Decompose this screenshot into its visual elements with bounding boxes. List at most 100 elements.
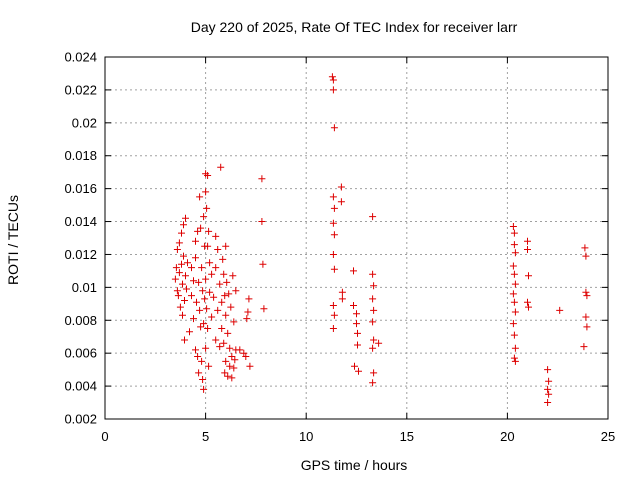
data-point bbox=[199, 376, 207, 383]
data-point bbox=[370, 336, 378, 344]
data-point bbox=[369, 213, 377, 221]
data-point bbox=[202, 344, 210, 352]
data-point bbox=[212, 336, 220, 344]
data-point bbox=[214, 306, 222, 314]
y-tick-label: 0.018 bbox=[64, 148, 97, 163]
data-point bbox=[198, 264, 206, 272]
data-point bbox=[351, 362, 358, 370]
data-point bbox=[511, 308, 519, 316]
data-point bbox=[226, 344, 234, 352]
data-point bbox=[370, 369, 378, 377]
data-point bbox=[222, 242, 230, 250]
x-tick-label: 5 bbox=[202, 429, 209, 444]
data-point bbox=[198, 357, 206, 365]
data-point bbox=[181, 297, 188, 304]
y-tick-label: 0.02 bbox=[72, 115, 97, 130]
data-point bbox=[544, 385, 552, 393]
data-point bbox=[224, 329, 232, 337]
data-point bbox=[375, 339, 383, 347]
y-tick-label: 0.012 bbox=[64, 247, 97, 262]
data-point bbox=[179, 280, 186, 288]
data-point bbox=[582, 252, 590, 260]
data-point bbox=[182, 214, 189, 222]
data-point bbox=[545, 390, 553, 398]
data-point bbox=[202, 188, 210, 196]
data-point bbox=[222, 311, 230, 319]
data-point bbox=[218, 325, 226, 332]
data-point bbox=[197, 224, 205, 232]
plot-area-frame bbox=[104, 56, 609, 420]
data-point bbox=[203, 305, 211, 313]
data-point bbox=[194, 353, 202, 360]
data-point bbox=[545, 377, 553, 385]
data-point bbox=[204, 172, 212, 179]
data-point bbox=[525, 272, 532, 280]
data-point bbox=[190, 277, 197, 285]
data-point bbox=[582, 313, 590, 321]
data-point bbox=[205, 227, 213, 235]
data-point bbox=[236, 346, 244, 354]
y-axis-label: ROTI / TECUs bbox=[5, 195, 21, 285]
data-point bbox=[195, 369, 203, 377]
data-point bbox=[544, 366, 552, 374]
data-point bbox=[175, 239, 183, 247]
data-point bbox=[220, 339, 228, 347]
data-point bbox=[216, 343, 224, 351]
data-point bbox=[200, 320, 208, 328]
data-point bbox=[186, 328, 193, 336]
data-point bbox=[583, 323, 591, 331]
y-tick-label: 0.014 bbox=[64, 214, 97, 229]
data-point bbox=[217, 163, 225, 171]
data-point bbox=[229, 272, 237, 280]
data-point bbox=[197, 323, 205, 331]
data-point bbox=[223, 278, 231, 286]
data-point bbox=[510, 354, 518, 362]
data-point bbox=[330, 265, 338, 273]
y-tick-label: 0.004 bbox=[64, 379, 97, 394]
data-point bbox=[246, 362, 254, 370]
data-point bbox=[200, 213, 208, 221]
data-point bbox=[196, 306, 204, 314]
data-point bbox=[258, 218, 266, 225]
data-point bbox=[216, 280, 224, 288]
y-tick-label: 0.006 bbox=[64, 346, 97, 361]
data-point bbox=[525, 303, 532, 311]
data-point bbox=[511, 280, 519, 288]
data-point bbox=[369, 379, 377, 387]
data-point bbox=[173, 287, 181, 295]
data-point bbox=[195, 278, 203, 286]
data-point bbox=[221, 369, 229, 377]
data-point bbox=[581, 244, 589, 252]
data-point bbox=[226, 362, 234, 370]
data-point bbox=[203, 204, 211, 212]
data-point bbox=[228, 374, 236, 382]
data-point bbox=[184, 259, 191, 267]
data-point bbox=[511, 249, 519, 257]
data-point bbox=[353, 320, 360, 328]
data-point bbox=[188, 292, 195, 300]
y-tick-label: 0.008 bbox=[64, 313, 97, 328]
data-point bbox=[583, 292, 591, 300]
data-point bbox=[175, 269, 183, 277]
grid bbox=[105, 57, 608, 419]
data-point bbox=[509, 290, 517, 298]
data-point bbox=[199, 287, 207, 295]
x-tick-label: 10 bbox=[299, 429, 313, 444]
x-tick-label: 0 bbox=[101, 429, 108, 444]
data-point bbox=[369, 344, 377, 352]
data-point bbox=[329, 302, 337, 309]
data-point bbox=[188, 264, 195, 272]
data-point bbox=[190, 315, 197, 323]
x-axis-label: GPS time / hours bbox=[301, 457, 408, 473]
data-point bbox=[243, 315, 251, 323]
data-point bbox=[206, 259, 214, 267]
y-tick-label: 0.022 bbox=[64, 82, 97, 97]
data-point bbox=[329, 325, 337, 332]
data-point bbox=[244, 308, 252, 316]
data-point bbox=[193, 298, 200, 306]
data-point bbox=[210, 293, 218, 301]
data-point bbox=[582, 288, 590, 296]
data-point bbox=[220, 270, 228, 278]
data-point bbox=[330, 311, 338, 319]
